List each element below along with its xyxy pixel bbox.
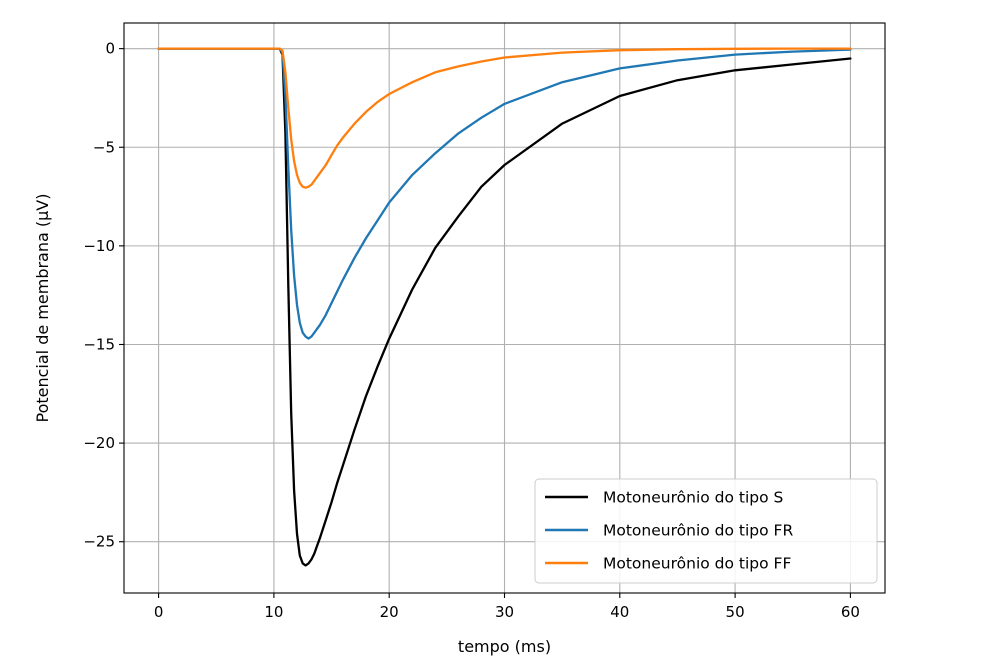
x-tick-label: 30	[495, 603, 514, 621]
x-tick-label: 60	[841, 603, 860, 621]
x-tick-label: 10	[264, 603, 283, 621]
x-tick-label: 50	[726, 603, 745, 621]
y-tick-label: −20	[83, 434, 115, 452]
x-tick-label: 0	[154, 603, 164, 621]
y-tick-label: −5	[93, 138, 115, 156]
y-axis-label: Potencial de membrana (μV)	[33, 194, 52, 423]
legend-label: Motoneurônio do tipo S	[603, 489, 783, 507]
y-tick-label: −15	[83, 335, 115, 353]
legend: Motoneurônio do tipo S Motoneurônio do ti…	[534, 478, 878, 584]
series-line-3	[157, 47, 852, 189]
legend-box	[534, 478, 878, 584]
legend-label: Motoneurônio do tipo FR	[603, 522, 793, 540]
plot-lines	[157, 47, 852, 567]
legend-label: Motoneurônio do tipo FF	[603, 555, 791, 573]
series-line-1	[157, 47, 852, 567]
series-line-2	[157, 47, 852, 340]
x-axis-label: tempo (ms)	[458, 637, 551, 656]
x-tick-label: 40	[610, 603, 629, 621]
x-tick-label: 20	[380, 603, 399, 621]
y-tick-label: −25	[83, 533, 115, 551]
axis-ticks: 0 10 20 30 40 50 60 0 −5 −10 −15 −20 −25	[83, 40, 860, 621]
y-tick-label: 0	[105, 40, 115, 58]
y-tick-label: −10	[83, 237, 115, 255]
